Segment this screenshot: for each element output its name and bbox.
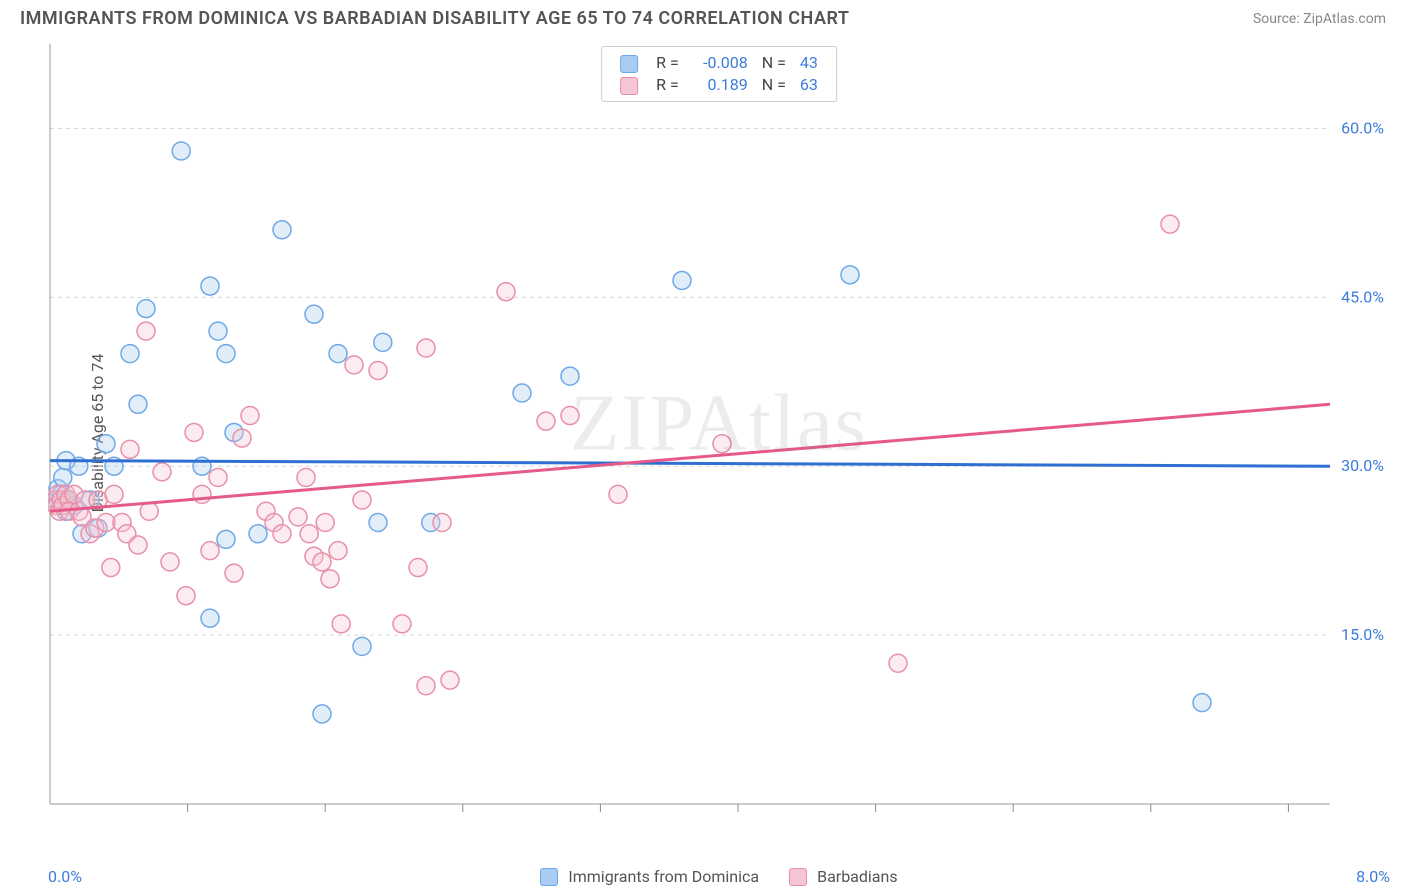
svg-text:60.0%: 60.0% <box>1341 118 1384 137</box>
source-label: Source: ZipAtlas.com <box>1253 11 1386 27</box>
svg-text:30.0%: 30.0% <box>1341 456 1384 475</box>
legend-item-2: Barbadians <box>789 867 898 886</box>
chart-title: IMMIGRANTS FROM DOMINICA VS BARBADIAN DI… <box>20 8 849 29</box>
source-name: ZipAtlas.com <box>1303 11 1386 27</box>
bottom-bar: 0.0% Immigrants from Dominica Barbadians… <box>48 867 1390 886</box>
swatch-series2 <box>620 77 638 95</box>
swatch-series1-b <box>540 868 558 886</box>
plot-container: Disability Age 65 to 74 R = -0.008 N = 4… <box>48 42 1390 824</box>
x-max-label: 8.0% <box>1356 867 1390 886</box>
swatch-series1 <box>620 55 638 73</box>
svg-text:15.0%: 15.0% <box>1341 625 1384 644</box>
r-value-1: -0.008 <box>693 53 748 72</box>
scatter-plot: 15.0% 30.0% 45.0% 60.0% <box>48 42 1390 824</box>
title-bar: IMMIGRANTS FROM DOMINICA VS BARBADIAN DI… <box>0 0 1406 33</box>
r-value-2: 0.189 <box>693 75 748 94</box>
x-min-label: 0.0% <box>48 867 82 886</box>
svg-text:45.0%: 45.0% <box>1341 287 1384 306</box>
n-value-2: 63 <box>800 75 818 94</box>
swatch-series2-b <box>789 868 807 886</box>
correlation-legend: R = -0.008 N = 43 R = 0.189 N = 63 <box>601 46 837 102</box>
legend-row-series1: R = -0.008 N = 43 <box>614 53 824 73</box>
n-value-1: 43 <box>800 53 818 72</box>
series-legend: Immigrants from Dominica Barbadians <box>540 867 897 886</box>
legend-row-series2: R = 0.189 N = 63 <box>614 75 824 95</box>
legend-item-1: Immigrants from Dominica <box>540 867 759 886</box>
